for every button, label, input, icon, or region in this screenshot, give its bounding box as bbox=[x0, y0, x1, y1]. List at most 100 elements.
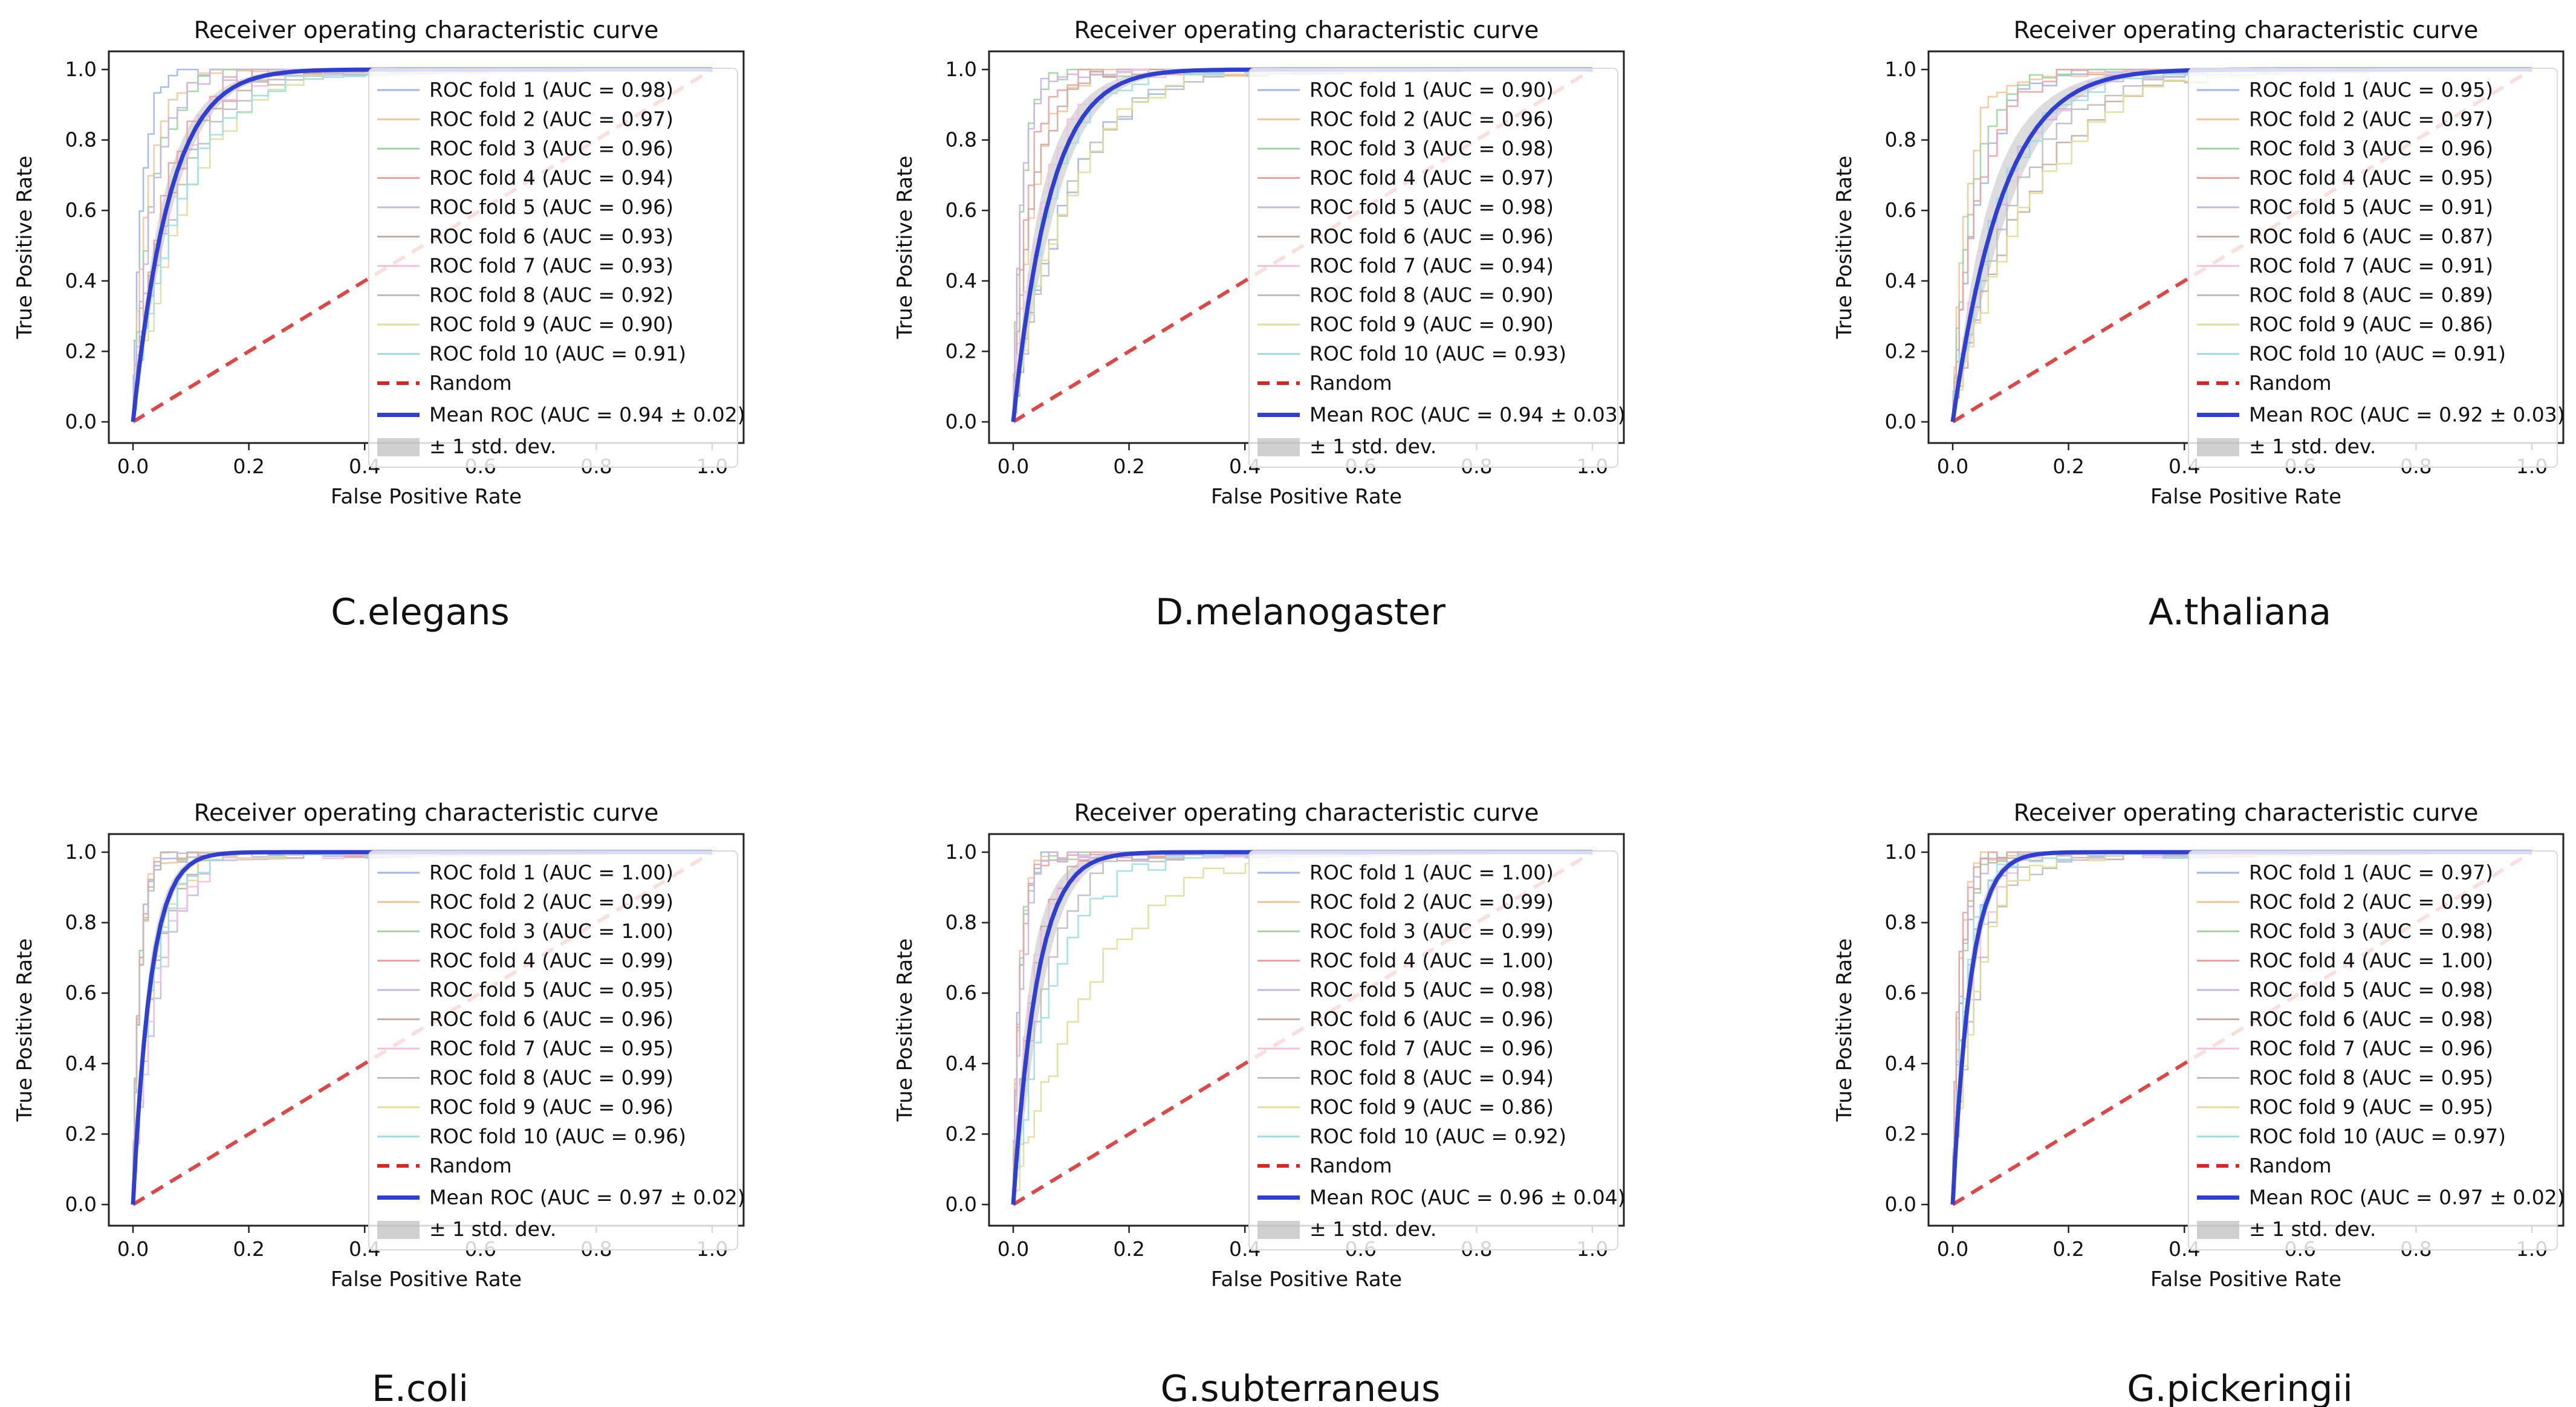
y-tick-label: 0.2 bbox=[1885, 339, 1916, 363]
panel-caption: C.elegans bbox=[331, 591, 510, 633]
legend: ROC fold 1 (AUC = 1.00) ROC fold 2 (AUC =… bbox=[368, 850, 745, 1250]
legend-label-fold-4: ROC fold 4 (AUC = 0.99) bbox=[429, 949, 673, 972]
panel-caption: E.coli bbox=[372, 1368, 469, 1407]
legend-label-fold-7: ROC fold 7 (AUC = 0.96) bbox=[2249, 1037, 2493, 1060]
legend-label-std: ± 1 std. dev. bbox=[429, 1217, 556, 1241]
x-axis-label: False Positive Rate bbox=[1211, 485, 1402, 509]
x-tick-label: 0.0 bbox=[117, 454, 149, 478]
legend-label-std: ± 1 std. dev. bbox=[2249, 435, 2376, 458]
legend-label-fold-7: ROC fold 7 (AUC = 0.91) bbox=[2249, 254, 2493, 277]
legend-label-mean: Mean ROC (AUC = 0.97 ± 0.02) bbox=[429, 1186, 745, 1209]
legend-label-fold-10: ROC fold 10 (AUC = 0.92) bbox=[1309, 1125, 1566, 1148]
legend-label-mean: Mean ROC (AUC = 0.92 ± 0.03) bbox=[2249, 403, 2565, 427]
roc-panel-4: Receiver operating characteristic curve 0… bbox=[13, 800, 745, 1407]
legend-label-fold-5: ROC fold 5 (AUC = 0.96) bbox=[429, 195, 673, 219]
legend-label-std: ± 1 std. dev. bbox=[2249, 1217, 2376, 1241]
x-axis-label: False Positive Rate bbox=[331, 1267, 522, 1292]
legend-label-fold-9: ROC fold 9 (AUC = 0.90) bbox=[1309, 312, 1554, 336]
y-tick-label: 0.4 bbox=[65, 1052, 97, 1075]
legend-label-fold-8: ROC fold 8 (AUC = 0.95) bbox=[2249, 1066, 2493, 1090]
legend-label-mean: Mean ROC (AUC = 0.94 ± 0.03) bbox=[1309, 403, 1626, 427]
legend-label-mean: Mean ROC (AUC = 0.94 ± 0.02) bbox=[429, 403, 745, 427]
legend: ROC fold 1 (AUC = 1.00) ROC fold 2 (AUC =… bbox=[1248, 850, 1626, 1250]
legend-label-fold-3: ROC fold 3 (AUC = 1.00) bbox=[429, 919, 673, 943]
legend-label-fold-3: ROC fold 3 (AUC = 0.96) bbox=[429, 137, 673, 160]
legend-label-fold-4: ROC fold 4 (AUC = 0.95) bbox=[2249, 166, 2493, 190]
legend: ROC fold 1 (AUC = 0.98) ROC fold 2 (AUC =… bbox=[368, 68, 745, 468]
legend-label-fold-6: ROC fold 6 (AUC = 0.96) bbox=[1309, 225, 1554, 248]
legend-label-std: ± 1 std. dev. bbox=[1309, 1217, 1436, 1241]
legend: ROC fold 1 (AUC = 0.90) ROC fold 2 (AUC =… bbox=[1248, 68, 1626, 468]
legend-label-fold-5: ROC fold 5 (AUC = 0.98) bbox=[2249, 978, 2493, 1001]
chart-title: Receiver operating characteristic curve bbox=[2014, 800, 2479, 827]
y-tick-label: 0.6 bbox=[946, 981, 977, 1004]
legend-label-fold-2: ROC fold 2 (AUC = 0.99) bbox=[2249, 890, 2493, 914]
legend-label-fold-6: ROC fold 6 (AUC = 0.93) bbox=[429, 225, 673, 248]
legend-label-fold-7: ROC fold 7 (AUC = 0.93) bbox=[429, 254, 673, 277]
y-tick-label: 0.2 bbox=[65, 1122, 97, 1145]
legend-label-fold-1: ROC fold 1 (AUC = 1.00) bbox=[1309, 861, 1554, 884]
legend-label-fold-1: ROC fold 1 (AUC = 0.97) bbox=[2249, 861, 2493, 884]
x-axis-label: False Positive Rate bbox=[331, 485, 522, 509]
legend-label-random: Random bbox=[1309, 371, 1392, 395]
legend-label-fold-10: ROC fold 10 (AUC = 0.96) bbox=[429, 1125, 686, 1148]
roc-panel-2: Receiver operating characteristic curve 0… bbox=[893, 17, 1626, 633]
y-tick-label: 0.0 bbox=[946, 410, 977, 433]
y-tick-label: 1.0 bbox=[1885, 57, 1916, 81]
x-tick-label: 0.2 bbox=[233, 454, 264, 478]
y-tick-label: 1.0 bbox=[946, 840, 977, 864]
legend-handle-std bbox=[377, 1221, 420, 1239]
legend-label-fold-7: ROC fold 7 (AUC = 0.96) bbox=[1309, 1037, 1554, 1060]
legend: ROC fold 1 (AUC = 0.95) ROC fold 2 (AUC =… bbox=[2188, 68, 2565, 468]
y-tick-label: 0.4 bbox=[946, 269, 977, 293]
legend-label-fold-9: ROC fold 9 (AUC = 0.86) bbox=[1309, 1095, 1554, 1119]
legend-label-fold-6: ROC fold 6 (AUC = 0.96) bbox=[429, 1008, 673, 1031]
legend-label-fold-6: ROC fold 6 (AUC = 0.96) bbox=[1309, 1008, 1554, 1031]
x-tick-label: 0.0 bbox=[998, 454, 1029, 478]
legend-label-fold-10: ROC fold 10 (AUC = 0.93) bbox=[1309, 342, 1566, 366]
y-tick-label: 1.0 bbox=[1885, 840, 1916, 864]
roc-panel-5: Receiver operating characteristic curve 0… bbox=[893, 800, 1626, 1407]
legend-label-fold-8: ROC fold 8 (AUC = 0.90) bbox=[1309, 283, 1554, 307]
y-axis-label: True Positive Rate bbox=[13, 156, 37, 340]
legend-label-fold-4: ROC fold 4 (AUC = 1.00) bbox=[1309, 949, 1554, 972]
legend-label-fold-4: ROC fold 4 (AUC = 0.94) bbox=[429, 166, 673, 190]
legend-label-fold-1: ROC fold 1 (AUC = 0.90) bbox=[1309, 78, 1554, 102]
legend-box bbox=[2188, 68, 2558, 468]
legend-handle-std bbox=[2197, 438, 2239, 456]
y-tick-label: 0.4 bbox=[1885, 1052, 1916, 1075]
y-tick-label: 0.4 bbox=[65, 269, 97, 293]
chart-title: Receiver operating characteristic curve bbox=[2014, 17, 2479, 44]
y-tick-label: 0.8 bbox=[1885, 911, 1916, 934]
legend-label-fold-8: ROC fold 8 (AUC = 0.99) bbox=[429, 1066, 673, 1090]
x-tick-label: 0.0 bbox=[1937, 1237, 1968, 1261]
y-tick-label: 0.4 bbox=[946, 1052, 977, 1075]
chart-title: Receiver operating characteristic curve bbox=[1074, 17, 1539, 44]
y-tick-label: 0.0 bbox=[1885, 410, 1916, 433]
y-tick-label: 0.2 bbox=[946, 339, 977, 363]
legend-label-fold-6: ROC fold 6 (AUC = 0.98) bbox=[2249, 1008, 2493, 1031]
legend-label-fold-10: ROC fold 10 (AUC = 0.97) bbox=[2249, 1125, 2506, 1148]
legend-box bbox=[368, 850, 738, 1250]
legend-label-random: Random bbox=[2249, 1154, 2332, 1177]
legend-label-fold-5: ROC fold 5 (AUC = 0.98) bbox=[1309, 195, 1554, 219]
y-tick-label: 0.0 bbox=[65, 410, 97, 433]
legend-label-fold-10: ROC fold 10 (AUC = 0.91) bbox=[429, 342, 686, 366]
legend-label-fold-4: ROC fold 4 (AUC = 0.97) bbox=[1309, 166, 1554, 190]
chart-title: Receiver operating characteristic curve bbox=[194, 17, 659, 44]
y-tick-label: 0.2 bbox=[1885, 1122, 1916, 1145]
legend-label-fold-8: ROC fold 8 (AUC = 0.89) bbox=[2249, 283, 2493, 307]
roc-panel-3: Receiver operating characteristic curve 0… bbox=[1832, 17, 2565, 633]
legend-label-mean: Mean ROC (AUC = 0.96 ± 0.04) bbox=[1309, 1186, 1626, 1209]
x-tick-label: 0.2 bbox=[1113, 1237, 1144, 1261]
legend-label-fold-6: ROC fold 6 (AUC = 0.87) bbox=[2249, 225, 2493, 248]
y-tick-label: 0.8 bbox=[65, 128, 97, 152]
legend-label-fold-9: ROC fold 9 (AUC = 0.86) bbox=[2249, 312, 2493, 336]
y-tick-label: 0.8 bbox=[65, 911, 97, 934]
legend-label-std: ± 1 std. dev. bbox=[429, 435, 556, 458]
legend-label-fold-5: ROC fold 5 (AUC = 0.91) bbox=[2249, 195, 2493, 219]
y-tick-label: 0.6 bbox=[1885, 198, 1916, 222]
legend-box bbox=[368, 68, 738, 468]
chart-title: Receiver operating characteristic curve bbox=[1074, 800, 1539, 827]
